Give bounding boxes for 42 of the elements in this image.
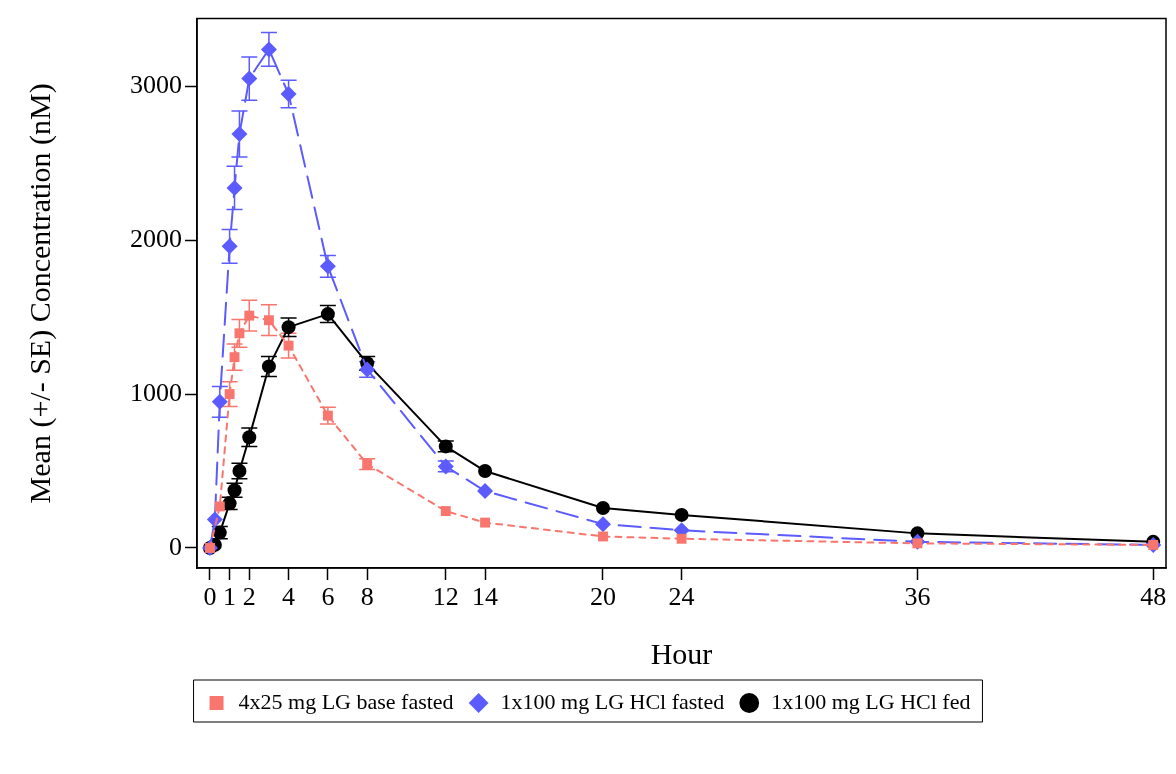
y-tick-label: 2000 [130,224,182,254]
point [224,389,235,400]
point [260,41,277,58]
x-tick-label: 0 [203,582,217,612]
x-tick-label: 14 [472,582,499,612]
point [241,70,258,87]
point [231,126,248,143]
x-tick-label: 2 [242,582,256,612]
legend-label: 1x100 mg LG HCl fasted [500,688,725,714]
point [283,340,294,351]
x-tick-label: 12 [432,582,459,612]
point [226,179,243,196]
point [229,352,240,363]
y-axis-title: Mean (+/- SE) Concentration (nM) [22,83,57,504]
x-tick-label: 6 [321,582,335,612]
point [480,517,491,528]
y-tick-label: 0 [169,531,182,561]
point [214,501,225,512]
x-tick-label: 4 [282,582,296,612]
point [211,393,228,410]
point [280,86,297,103]
y-tick-label: 3000 [130,70,182,100]
x-axis-title: Hour [650,636,713,670]
point [244,310,255,321]
legend-label: 4x25 mg LG base fasted [238,688,454,714]
x-tick-label: 36 [904,582,931,612]
x-tick-label: 20 [589,582,616,612]
x-tick-label: 48 [1140,582,1167,612]
point [477,483,494,500]
point [234,328,245,339]
point [221,238,238,255]
point [594,516,611,533]
point [263,315,274,326]
point [676,533,687,544]
point [598,531,608,542]
point [319,258,336,275]
legend-label: 1x100 mg LG HCl fed [771,688,971,714]
y-tick-label: 1000 [130,377,182,407]
point [440,506,451,517]
x-tick-label: 8 [360,582,374,612]
x-tick-label: 1 [223,582,237,612]
x-tick-label: 24 [668,582,695,612]
